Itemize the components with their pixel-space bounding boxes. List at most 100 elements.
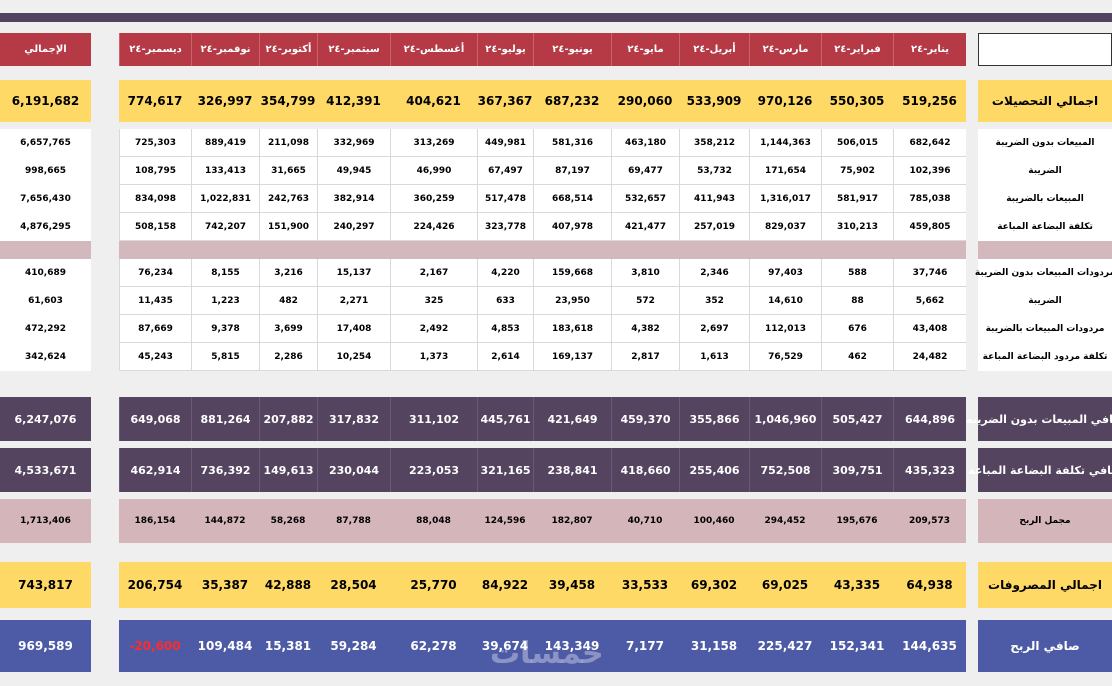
value-cell[interactable]: 58,268 — [270, 516, 306, 526]
value-cell[interactable]: 69,477 — [611, 157, 679, 185]
value-cell[interactable]: 14,610 — [749, 287, 821, 315]
value-cell[interactable]: 332,969 — [317, 129, 390, 157]
value-cell[interactable]: 418,660 — [611, 448, 679, 492]
value-cell[interactable]: 407,978 — [533, 213, 611, 241]
value-cell[interactable]: 752,508 — [749, 448, 821, 492]
value-cell[interactable]: 435,323 — [893, 448, 966, 492]
value-cell[interactable]: 2,697 — [679, 315, 749, 343]
value-cell[interactable]: 24,482 — [893, 343, 966, 371]
value-cell[interactable]: 449,981 — [477, 129, 533, 157]
value-cell[interactable]: 881,264 — [191, 397, 259, 441]
value-cell[interactable]: 76,529 — [749, 343, 821, 371]
total-cell[interactable]: 6,657,765 — [0, 129, 91, 157]
value-cell[interactable]: 257,019 — [679, 213, 749, 241]
value-cell[interactable]: 31,158 — [690, 639, 738, 653]
value-cell[interactable]: 352 — [679, 287, 749, 315]
value-cell[interactable]: 1,373 — [390, 343, 477, 371]
value-cell[interactable]: 459,370 — [611, 397, 679, 441]
value-cell[interactable]: 2,271 — [317, 287, 390, 315]
value-cell[interactable]: 382,914 — [317, 185, 390, 213]
value-cell[interactable]: 310,213 — [821, 213, 893, 241]
value-cell[interactable]: 240,297 — [317, 213, 390, 241]
value-cell[interactable]: 45,243 — [119, 343, 191, 371]
value-cell[interactable]: 87,669 — [119, 315, 191, 343]
value-cell[interactable]: 25,770 — [410, 578, 457, 592]
value-cell[interactable]: 311,102 — [390, 397, 477, 441]
value-cell[interactable]: 462 — [821, 343, 893, 371]
value-cell[interactable]: 171,654 — [749, 157, 821, 185]
value-cell[interactable]: 506,015 — [821, 129, 893, 157]
value-cell[interactable]: 242,763 — [259, 185, 317, 213]
value-cell[interactable]: 17,408 — [317, 315, 390, 343]
total-cell[interactable]: 4,876,295 — [0, 213, 91, 241]
value-cell[interactable]: 75,902 — [821, 157, 893, 185]
value-cell[interactable]: 28,504 — [330, 578, 377, 592]
value-cell[interactable]: 3,699 — [259, 315, 317, 343]
value-cell[interactable]: 88 — [821, 287, 893, 315]
value-cell[interactable]: 462,914 — [119, 448, 191, 492]
value-cell[interactable]: 2,346 — [679, 259, 749, 287]
value-cell[interactable]: 687,232 — [544, 94, 600, 108]
value-cell[interactable]: 360,259 — [390, 185, 477, 213]
value-cell[interactable]: 112,013 — [749, 315, 821, 343]
value-cell[interactable]: 3,216 — [259, 259, 317, 287]
value-cell[interactable]: 46,990 — [390, 157, 477, 185]
value-cell[interactable]: 5,662 — [893, 287, 966, 315]
value-cell[interactable]: 43,335 — [833, 578, 881, 592]
value-cell[interactable]: 325 — [390, 287, 477, 315]
total-cell[interactable]: 998,665 — [0, 157, 91, 185]
value-cell[interactable]: 682,642 — [893, 129, 966, 157]
value-cell[interactable]: 69,025 — [761, 578, 809, 592]
value-cell[interactable]: 4,382 — [611, 315, 679, 343]
value-cell[interactable]: 459,805 — [893, 213, 966, 241]
value-cell[interactable]: 108,795 — [119, 157, 191, 185]
value-cell[interactable]: 223,053 — [390, 448, 477, 492]
value-cell[interactable]: 2,286 — [259, 343, 317, 371]
value-cell[interactable]: 533,909 — [686, 94, 742, 108]
value-cell[interactable]: 323,778 — [477, 213, 533, 241]
value-cell[interactable]: 109,484 — [197, 639, 253, 653]
value-cell[interactable]: 53,732 — [679, 157, 749, 185]
value-cell[interactable]: 676 — [821, 315, 893, 343]
value-cell[interactable]: 294,452 — [764, 516, 806, 526]
value-cell[interactable]: 207,882 — [259, 397, 317, 441]
value-cell[interactable]: 8,155 — [191, 259, 259, 287]
value-cell[interactable]: 367,367 — [477, 94, 533, 108]
value-cell[interactable]: 725,303 — [119, 129, 191, 157]
value-cell[interactable]: 87,197 — [533, 157, 611, 185]
total-cell[interactable]: 969,589 — [0, 620, 91, 672]
value-cell[interactable]: 183,618 — [533, 315, 611, 343]
value-cell[interactable]: 644,896 — [893, 397, 966, 441]
value-cell[interactable]: 668,514 — [533, 185, 611, 213]
value-cell[interactable]: 9,378 — [191, 315, 259, 343]
value-cell[interactable]: 169,137 — [533, 343, 611, 371]
value-cell[interactable]: 2,167 — [390, 259, 477, 287]
value-cell[interactable]: 15,381 — [264, 639, 312, 653]
value-cell[interactable]: 834,098 — [119, 185, 191, 213]
value-cell[interactable]: 87,788 — [336, 516, 371, 526]
value-cell[interactable]: 238,841 — [533, 448, 611, 492]
value-cell[interactable]: 2,614 — [477, 343, 533, 371]
value-cell[interactable]: 317,832 — [317, 397, 390, 441]
value-cell[interactable]: 59,284 — [330, 639, 377, 653]
value-cell[interactable]: 572 — [611, 287, 679, 315]
value-cell[interactable]: 1,316,017 — [749, 185, 821, 213]
value-cell[interactable]: 88,048 — [416, 516, 451, 526]
value-cell[interactable]: 411,943 — [679, 185, 749, 213]
value-cell[interactable]: 2,492 — [390, 315, 477, 343]
value-cell[interactable]: 64,938 — [906, 578, 953, 592]
value-cell[interactable]: 581,917 — [821, 185, 893, 213]
value-cell[interactable]: 309,751 — [821, 448, 893, 492]
value-cell[interactable]: 10,254 — [317, 343, 390, 371]
total-cell[interactable]: 61,603 — [0, 287, 91, 315]
value-cell[interactable]: 100,460 — [693, 516, 735, 526]
value-cell[interactable]: 404,621 — [406, 94, 461, 108]
value-cell[interactable]: 1,046,960 — [749, 397, 821, 441]
value-cell[interactable]: 550,305 — [829, 94, 885, 108]
value-cell[interactable]: 354,799 — [260, 94, 316, 108]
value-cell[interactable]: 1,613 — [679, 343, 749, 371]
value-cell[interactable]: 151,900 — [259, 213, 317, 241]
value-cell[interactable]: 290,060 — [617, 94, 673, 108]
value-cell[interactable]: 230,044 — [317, 448, 390, 492]
value-cell[interactable]: 508,158 — [119, 213, 191, 241]
